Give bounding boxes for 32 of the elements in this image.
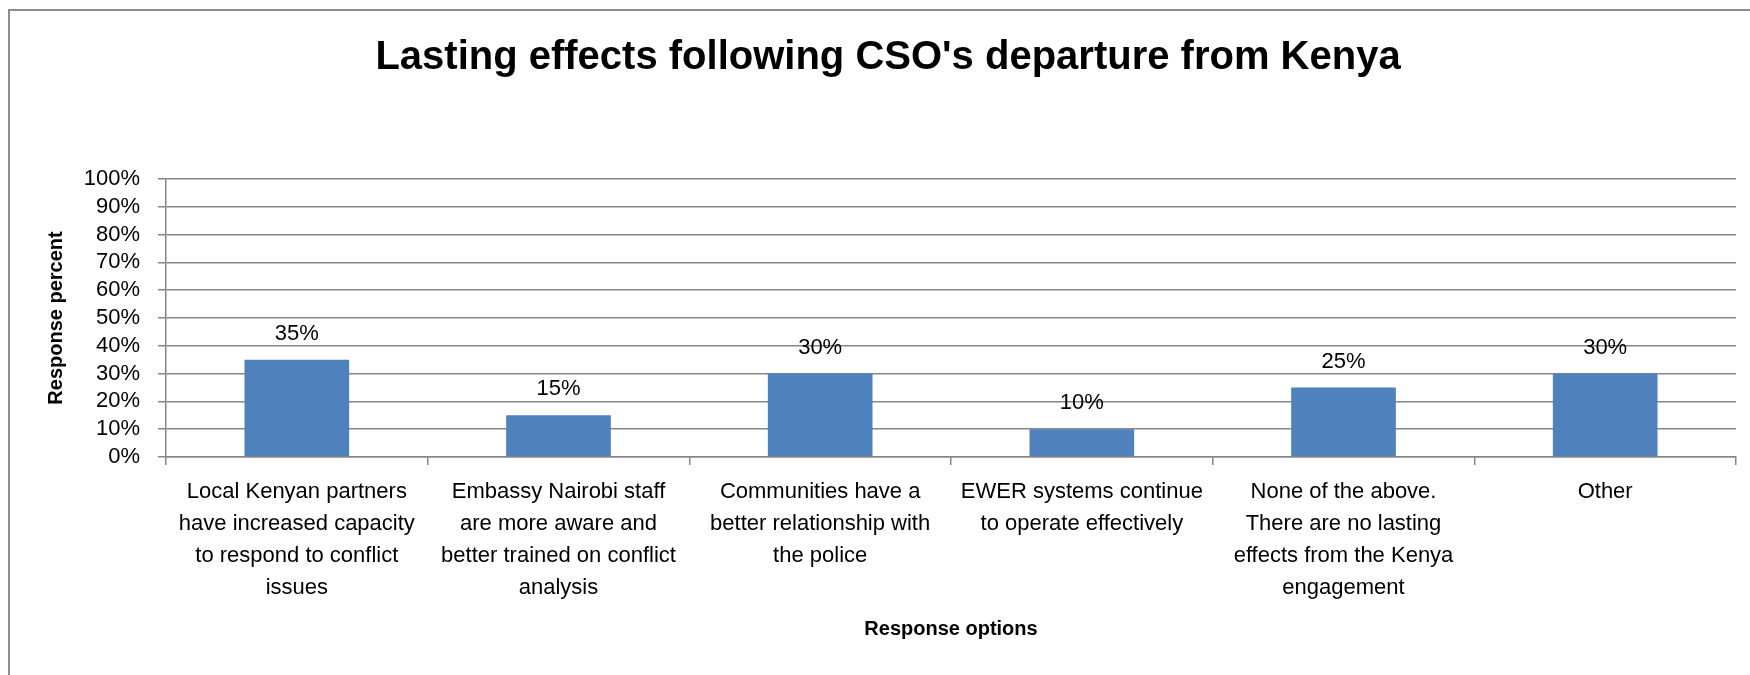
y-tick-label: 80%	[95, 220, 140, 246]
bar	[1291, 387, 1396, 457]
y-tick-label: 70%	[95, 248, 140, 274]
x-tick-label: Embassy Nairobi staff are more aware and better trained on conflict analysis	[441, 478, 676, 599]
y-tick-label: 10%	[95, 415, 140, 441]
data-label: 30%	[1583, 333, 1628, 359]
y-tick-label: 50%	[95, 304, 140, 330]
y-axis-title: Response percent	[43, 230, 66, 405]
x-tick-label: EWER systems continue to operate effectively	[960, 478, 1203, 535]
data-label: 35%	[274, 319, 319, 345]
x-tick-label: Local Kenyan partners have increased capacity to respond to conflict issues	[178, 478, 415, 599]
x-tick-label: Communities have a better relationship with the police	[710, 478, 931, 567]
y-tick-label: 40%	[95, 331, 140, 357]
y-tick-label: 90%	[95, 192, 140, 218]
data-label: 15%	[536, 375, 581, 401]
x-tick-label: Other	[1577, 478, 1633, 504]
y-tick-label: 20%	[95, 387, 140, 413]
bar	[1552, 373, 1658, 457]
y-tick-label: 30%	[95, 359, 140, 385]
data-label: 30%	[798, 333, 843, 359]
chart-title: Lasting effects following CSO's departure from Kenya	[375, 33, 1402, 78]
bar	[244, 359, 350, 457]
y-tick-label: 0%	[108, 443, 140, 469]
bar	[767, 373, 873, 457]
x-axis-title: Response options	[864, 616, 1038, 639]
y-tick-label: 100%	[83, 165, 140, 191]
x-tick-label: None of the above. There are no lasting effects from the Kenya engagement	[1233, 478, 1455, 599]
data-label: 10%	[1059, 389, 1104, 415]
y-tick-label: 60%	[95, 276, 140, 302]
bar	[1029, 429, 1135, 457]
bar	[506, 415, 611, 457]
data-label: 25%	[1321, 347, 1366, 373]
